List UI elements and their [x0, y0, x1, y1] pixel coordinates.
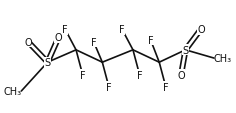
Text: S: S — [45, 58, 51, 68]
Text: F: F — [80, 70, 85, 80]
Text: F: F — [137, 70, 142, 80]
Text: F: F — [163, 82, 169, 92]
Text: O: O — [24, 37, 32, 47]
Text: O: O — [197, 25, 205, 35]
Text: O: O — [177, 70, 185, 80]
Text: F: F — [119, 25, 125, 35]
Text: S: S — [182, 45, 189, 55]
Text: CH₃: CH₃ — [3, 86, 21, 96]
Text: F: F — [62, 25, 68, 35]
Text: F: F — [106, 82, 112, 92]
Text: O: O — [55, 33, 62, 43]
Text: CH₃: CH₃ — [214, 54, 232, 64]
Text: F: F — [91, 37, 96, 47]
Text: F: F — [148, 35, 153, 45]
